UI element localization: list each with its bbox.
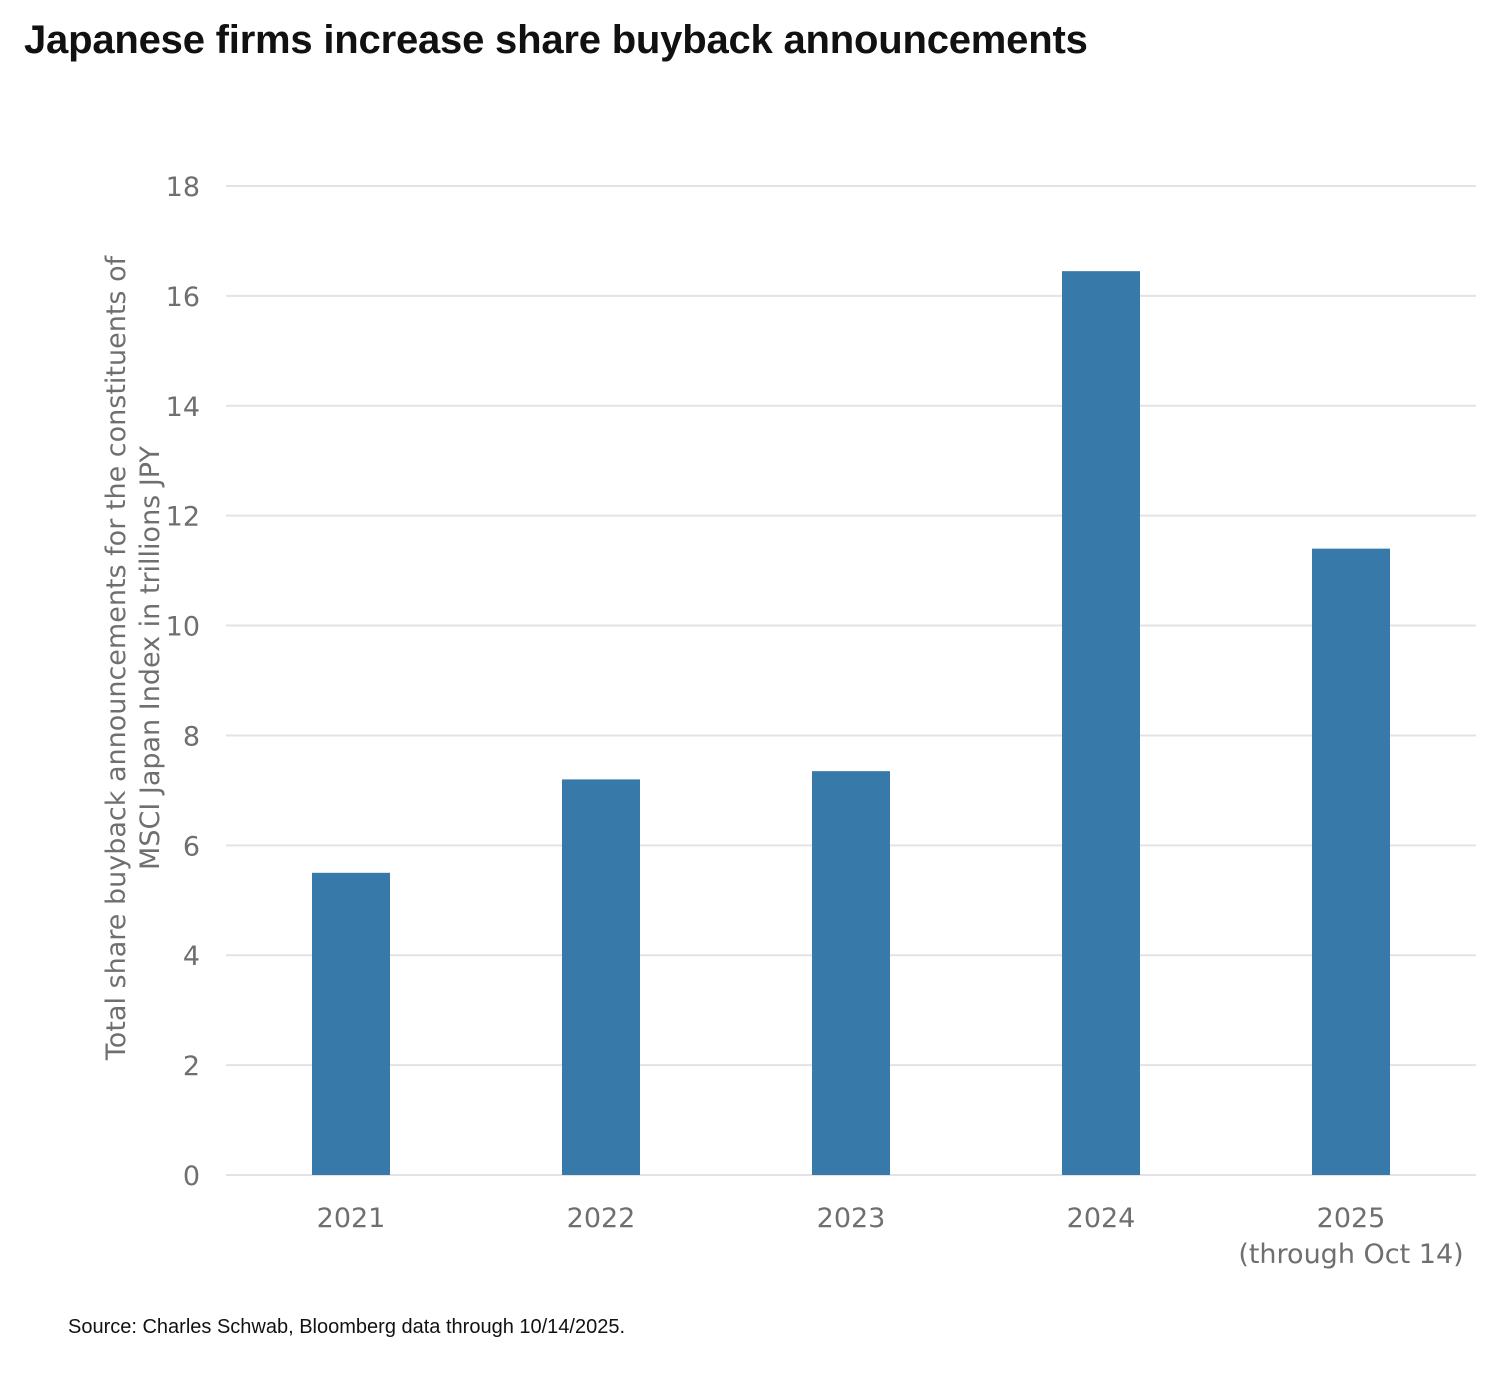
x-tick-label: 2023 <box>817 1203 886 1234</box>
y-tick-label: 18 <box>166 172 200 203</box>
y-axis-label: Total share buyback announcements for th… <box>101 254 166 1061</box>
y-tick-label: 8 <box>183 721 200 752</box>
y-tick-label: 0 <box>183 1161 200 1192</box>
y-axis-label-line: Total share buyback announcements for th… <box>101 254 132 1061</box>
bar-2024 <box>1062 271 1140 1175</box>
bar-chart: 0 2 4 6 8 10 12 14 16 18 2021 2022 2023 2024 2025 (thr… <box>101 172 1476 1270</box>
y-tick-label: 6 <box>183 831 200 862</box>
bar-2025 <box>1312 548 1390 1175</box>
x-tick-label: 2022 <box>567 1203 636 1234</box>
y-axis-ticks: 0 2 4 6 8 10 12 14 16 18 <box>166 172 200 1192</box>
y-tick-label: 14 <box>166 392 200 423</box>
y-tick-label: 12 <box>166 502 200 533</box>
source-note: Source: Charles Schwab, Bloomberg data t… <box>68 1316 626 1338</box>
x-tick-sublabel: (through Oct 14) <box>1238 1239 1463 1270</box>
bar-2021 <box>312 872 390 1175</box>
x-tick-label: 2024 <box>1067 1203 1136 1234</box>
y-tick-label: 4 <box>183 941 200 972</box>
x-tick-label: 2021 <box>317 1203 386 1234</box>
bar-2023 <box>812 771 890 1175</box>
x-tick-label: 2025 <box>1317 1203 1386 1234</box>
y-tick-label: 10 <box>166 612 200 643</box>
y-tick-label: 16 <box>166 282 200 313</box>
chart-title: Japanese firms increase share buyback an… <box>24 18 1088 62</box>
bar-2022 <box>562 779 640 1175</box>
bars <box>312 271 1390 1175</box>
y-axis-label-line: MSCI Japan Index in trillions JPY <box>135 446 166 870</box>
x-axis-ticks: 2021 2022 2023 2024 2025 (through Oct 14) <box>317 1203 1464 1270</box>
y-tick-label: 2 <box>183 1051 200 1082</box>
